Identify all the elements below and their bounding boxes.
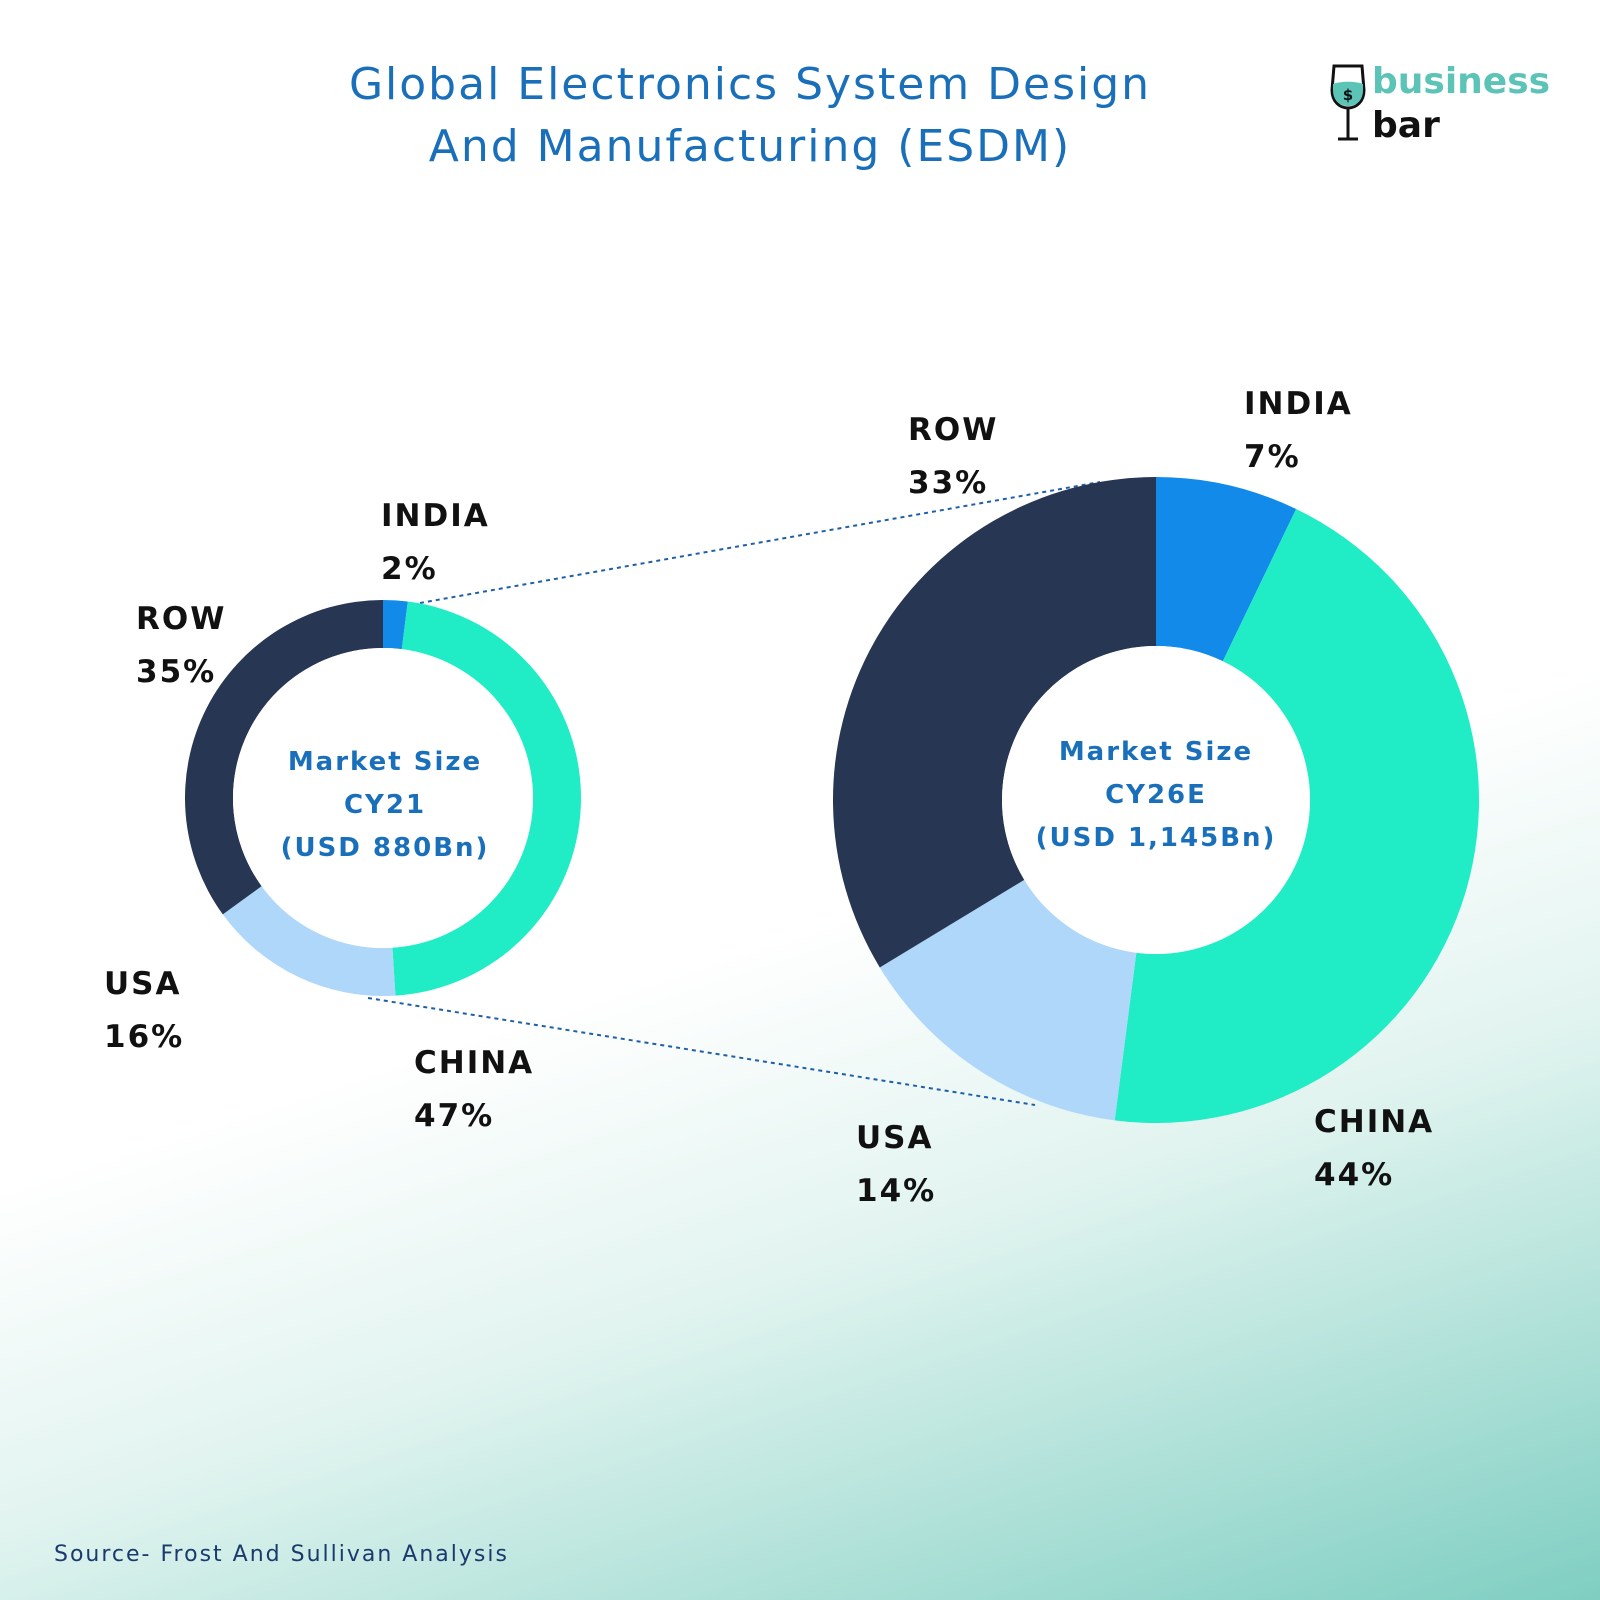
chart-title-line-2: And Manufacturing (ESDM) (428, 121, 1072, 172)
slice-label-percent: 16% (104, 1019, 185, 1055)
slice-label-name: USA (104, 966, 182, 1002)
slice-label-name: ROW (136, 601, 227, 637)
donut-slice-row (832, 477, 1156, 968)
center-label-line: CY21 (343, 790, 427, 820)
slice-label-percent: 47% (414, 1098, 495, 1134)
donut-cy21 (185, 600, 582, 996)
svg-text:$: $ (1343, 86, 1353, 104)
source-note: Source- Frost And Sullivan Analysis (54, 1542, 509, 1567)
slice-label-percent: 7% (1244, 439, 1301, 475)
slice-label-row-cy21: ROW 35% (136, 599, 226, 692)
slice-label-percent: 2% (381, 551, 438, 587)
slice-label-usa-cy26e: USA 14% (856, 1118, 936, 1211)
slice-label-name: INDIA (381, 498, 490, 534)
logo-word-business: business (1372, 61, 1551, 102)
donut-slice-usa (222, 886, 396, 996)
donut-cy26e-center-label: Market Size CY26E (USD 1,145Bn) (1006, 731, 1306, 860)
donut-slice-china (392, 601, 582, 996)
slice-label-name: INDIA (1244, 386, 1353, 422)
slice-label-name: ROW (908, 412, 999, 448)
connector-line-bottom (367, 997, 1036, 1106)
slice-label-name: CHINA (1314, 1104, 1435, 1140)
logo-word-bar: bar (1372, 105, 1440, 146)
slice-label-usa-cy21: USA 16% (104, 964, 184, 1057)
slice-label-name: CHINA (414, 1045, 535, 1081)
slice-label-china-cy21: CHINA 47% (414, 1043, 534, 1136)
chart-title: Global Electronics System Design And Man… (0, 54, 1500, 178)
chart-title-line-1: Global Electronics System Design (348, 59, 1152, 110)
slice-label-india-cy26e: INDIA 7% (1244, 384, 1353, 477)
connector-line-top (419, 481, 1101, 604)
center-label-line: Market Size (1058, 737, 1254, 767)
donut-hole (233, 648, 533, 948)
donut-slice-china (1114, 508, 1479, 1123)
center-label-line: (USD 880Bn) (280, 833, 490, 863)
slice-label-india-cy21: INDIA 2% (381, 496, 490, 589)
center-label-line: Market Size (287, 747, 483, 777)
slice-label-percent: 35% (136, 654, 217, 690)
wine-glass-dollar-icon: $ (1330, 64, 1366, 141)
slice-label-name: USA (856, 1120, 934, 1156)
donut-hole (1002, 646, 1310, 954)
donut-cy26e (832, 477, 1479, 1123)
donut-slice-row (185, 600, 383, 915)
slice-label-percent: 44% (1314, 1157, 1395, 1193)
center-label-line: CY26E (1105, 780, 1207, 810)
slice-label-row-cy26e: ROW 33% (908, 410, 998, 503)
slice-label-percent: 14% (856, 1173, 937, 1209)
donut-slice-usa (879, 879, 1137, 1121)
donut-slice-india (1156, 477, 1297, 662)
slice-label-china-cy26e: CHINA 44% (1314, 1102, 1434, 1195)
slice-label-percent: 33% (908, 465, 989, 501)
donut-slice-india (383, 600, 408, 650)
donut-cy21-center-label: Market Size CY21 (USD 880Bn) (234, 741, 536, 870)
center-label-line: (USD 1,145Bn) (1035, 823, 1277, 853)
business-bar-logo: $ business bar (1330, 62, 1580, 152)
